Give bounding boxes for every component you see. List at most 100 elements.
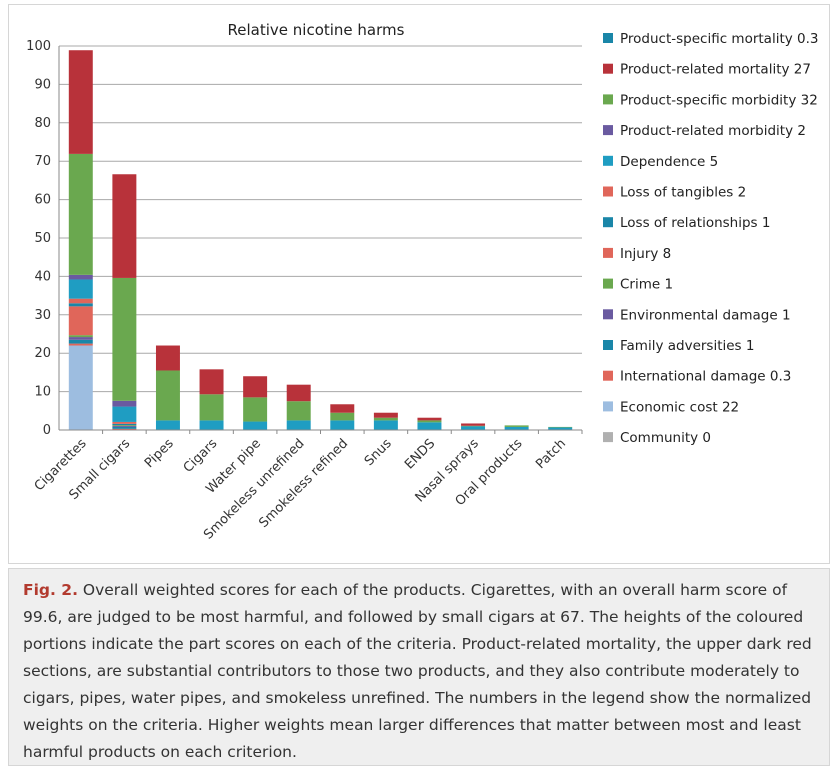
bar-segment	[504, 425, 529, 427]
bar-segment	[199, 369, 224, 395]
legend-swatch	[603, 401, 613, 412]
bar-segment	[112, 428, 137, 430]
bar-segment	[68, 337, 93, 340]
legend-label: Injury 8	[620, 246, 671, 262]
y-tick-label: 10	[34, 385, 51, 400]
legend-swatch	[603, 309, 613, 320]
legend-label: International damage 0.3	[620, 369, 791, 385]
bar-segment	[417, 420, 442, 423]
legend-label: Loss of relationships 1	[620, 215, 770, 231]
caption-text: Overall weighted scores for each of the …	[23, 581, 812, 761]
legend-label: Product-related mortality 27	[620, 62, 811, 78]
bar-segment	[68, 339, 93, 344]
bar-segment	[243, 397, 268, 422]
bar-segment	[68, 345, 93, 430]
legend-label: Environmental damage 1	[620, 307, 791, 323]
figure-caption: Fig. 2. Overall weighted scores for each…	[8, 568, 830, 766]
bar-segment	[286, 401, 311, 421]
legend-label: Product-specific mortality 0.3	[620, 31, 819, 47]
bar-segment	[504, 426, 529, 430]
bar-segment	[112, 425, 137, 427]
bar-segment	[68, 279, 93, 299]
legend-swatch	[603, 340, 613, 350]
bar-segment	[286, 384, 311, 402]
bar-segment	[330, 404, 355, 413]
bar-segment	[243, 421, 268, 430]
bar-segment	[155, 345, 180, 371]
x-tick-label: Pipes	[142, 436, 177, 471]
y-tick-label: 20	[34, 346, 51, 361]
legend-label: Product-related morbidity 2	[620, 123, 806, 139]
bar-segment	[68, 153, 93, 275]
bar-segment	[112, 426, 137, 429]
x-tick-label: Cigars	[181, 436, 221, 476]
legend-swatch	[603, 432, 613, 443]
bar-segment	[461, 425, 486, 427]
bar-segment	[461, 423, 486, 426]
x-tick-label: ENDS	[402, 436, 438, 472]
legend-swatch	[603, 370, 613, 381]
bar-segment	[461, 426, 486, 430]
bar-segment	[286, 420, 311, 430]
bar-segment	[68, 274, 93, 280]
legend-label: Crime 1	[620, 277, 673, 293]
bar-segment	[417, 417, 442, 421]
bar-segment	[68, 343, 93, 346]
bar-segment	[112, 406, 137, 422]
bar-segment	[330, 420, 355, 430]
bar-segment	[417, 422, 442, 430]
bars	[68, 50, 573, 430]
legend-swatch	[603, 186, 613, 197]
legend-label: Family adversities 1	[620, 338, 754, 354]
bar-segment	[373, 420, 398, 430]
y-tick-label: 30	[34, 308, 51, 323]
bar-segment	[548, 427, 573, 430]
bar-segment	[112, 400, 137, 407]
bar-segment	[112, 421, 137, 424]
bar-segment	[373, 417, 398, 421]
bar-segment	[373, 412, 398, 418]
bar-segment	[112, 425, 137, 426]
legend-label: Economic cost 22	[620, 399, 739, 415]
legend-swatch	[603, 247, 613, 258]
bar-segment	[243, 376, 268, 398]
bar-segment	[199, 394, 224, 421]
y-tick-label: 70	[34, 154, 51, 169]
y-tick-label: 0	[43, 423, 51, 438]
y-tick-label: 90	[34, 77, 51, 92]
chart-title: Relative nicotine harms	[228, 21, 405, 39]
bar-segment	[199, 420, 224, 430]
gridlines	[59, 45, 582, 393]
bar-segment	[112, 174, 137, 278]
y-tick-label: 80	[34, 116, 51, 131]
bar-segment	[68, 50, 93, 154]
bar-segment	[68, 298, 93, 304]
bar-segment	[155, 370, 180, 421]
caption-label: Fig. 2.	[23, 581, 78, 599]
legend: Product-specific mortality 0.3 Product-re…	[603, 31, 819, 446]
legend-label: Product-specific morbidity 32	[620, 92, 818, 108]
legend-swatch	[603, 63, 613, 74]
legend-label: Loss of tangibles 2	[620, 185, 746, 201]
legend-swatch	[603, 155, 613, 166]
x-tick-label: Patch	[533, 436, 569, 472]
y-tick-label: 50	[34, 231, 51, 246]
y-tick-label: 60	[34, 193, 51, 208]
bar-segment	[330, 412, 355, 421]
legend-swatch	[603, 125, 613, 136]
y-tick-label: 100	[26, 39, 51, 54]
bar-segment	[548, 426, 573, 428]
bar-segment	[68, 306, 93, 336]
x-tick-label: Snus	[362, 436, 395, 469]
y-tick-label: 40	[34, 269, 51, 284]
bar-segment	[155, 420, 180, 430]
legend-label: Community 0	[620, 430, 711, 446]
bar-segment	[112, 277, 137, 401]
legend-swatch	[603, 278, 613, 289]
legend-swatch	[603, 33, 613, 43]
bar-segment	[68, 335, 93, 338]
legend-label: Dependence 5	[620, 154, 718, 170]
